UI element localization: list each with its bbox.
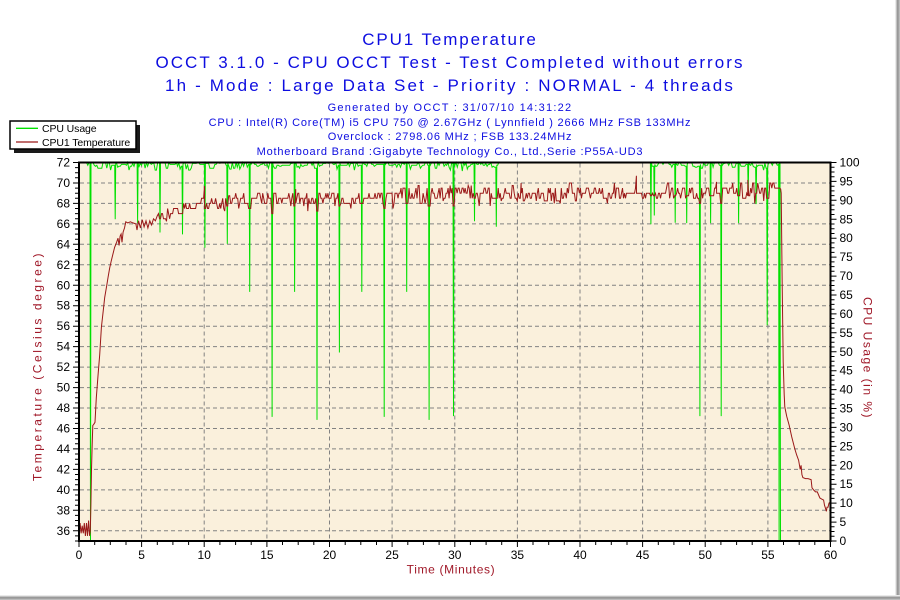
svg-text:100: 100 (840, 156, 860, 170)
svg-text:35: 35 (511, 548, 525, 562)
svg-text:46: 46 (57, 422, 71, 436)
svg-text:Temperature (Celsius degree): Temperature (Celsius degree) (31, 251, 45, 481)
svg-text:15: 15 (260, 548, 274, 562)
svg-text:60: 60 (57, 278, 71, 292)
svg-text:80: 80 (840, 231, 854, 245)
svg-text:72: 72 (57, 156, 71, 170)
svg-text:36: 36 (57, 524, 71, 538)
svg-text:30: 30 (448, 548, 462, 562)
svg-text:10: 10 (198, 548, 212, 562)
svg-text:64: 64 (57, 237, 71, 251)
svg-text:40: 40 (57, 483, 71, 497)
svg-text:70: 70 (57, 176, 71, 190)
svg-text:CPU1 Temperature: CPU1 Temperature (362, 30, 538, 49)
svg-text:CPU1 Temperature: CPU1 Temperature (42, 137, 130, 149)
svg-text:45: 45 (636, 548, 650, 562)
svg-text:1h - Mode : Large Data Set - P: 1h - Mode : Large Data Set - Priority : … (165, 76, 735, 95)
svg-text:42: 42 (57, 462, 71, 476)
svg-text:90: 90 (840, 193, 854, 207)
svg-text:0: 0 (840, 534, 847, 548)
svg-text:35: 35 (840, 402, 854, 416)
svg-text:40: 40 (573, 548, 587, 562)
svg-text:25: 25 (385, 548, 399, 562)
svg-text:50: 50 (840, 345, 854, 359)
svg-text:68: 68 (57, 196, 71, 210)
svg-text:Motherboard Brand :Gigabyte Te: Motherboard Brand :Gigabyte Technology C… (257, 146, 644, 158)
svg-text:20: 20 (323, 548, 337, 562)
svg-text:45: 45 (840, 364, 854, 378)
svg-text:54: 54 (57, 340, 71, 354)
svg-text:50: 50 (699, 548, 713, 562)
svg-text:55: 55 (840, 326, 854, 340)
svg-text:Generated by OCCT : 31/07/10 1: Generated by OCCT : 31/07/10 14:31:22 (328, 102, 573, 114)
svg-text:52: 52 (57, 360, 71, 374)
svg-text:66: 66 (57, 217, 71, 231)
svg-text:85: 85 (840, 212, 854, 226)
svg-text:62: 62 (57, 258, 71, 272)
svg-text:75: 75 (840, 250, 854, 264)
svg-text:CPU Usage (in %): CPU Usage (in %) (861, 297, 875, 419)
svg-text:48: 48 (57, 401, 71, 415)
svg-text:56: 56 (57, 319, 71, 333)
svg-text:CPU Usage: CPU Usage (42, 123, 97, 135)
svg-text:60: 60 (824, 548, 838, 562)
svg-text:25: 25 (840, 439, 854, 453)
svg-text:40: 40 (840, 383, 854, 397)
svg-text:15: 15 (840, 477, 854, 491)
svg-text:OCCT 3.1.0 - CPU OCCT Test - T: OCCT 3.1.0 - CPU OCCT Test - Test Comple… (155, 53, 744, 72)
svg-text:44: 44 (57, 442, 71, 456)
svg-text:70: 70 (840, 269, 854, 283)
svg-text:Time (Minutes): Time (Minutes) (407, 563, 496, 577)
svg-text:50: 50 (57, 381, 71, 395)
svg-text:60: 60 (840, 307, 854, 321)
svg-text:20: 20 (840, 458, 854, 472)
svg-text:5: 5 (138, 548, 145, 562)
svg-text:95: 95 (840, 174, 854, 188)
svg-text:0: 0 (76, 548, 83, 562)
svg-text:38: 38 (57, 503, 71, 517)
svg-text:10: 10 (840, 496, 854, 510)
svg-text:65: 65 (840, 288, 854, 302)
svg-text:58: 58 (57, 299, 71, 313)
svg-text:Overclock : 2798.06 MHz ; FSB: Overclock : 2798.06 MHz ; FSB 133.24MHz (328, 131, 573, 143)
svg-text:CPU : Intel(R) Core(TM) i5 CPU: CPU : Intel(R) Core(TM) i5 CPU 750 @ 2.6… (209, 117, 692, 129)
svg-text:5: 5 (840, 515, 847, 529)
svg-text:30: 30 (840, 420, 854, 434)
svg-text:55: 55 (761, 548, 775, 562)
